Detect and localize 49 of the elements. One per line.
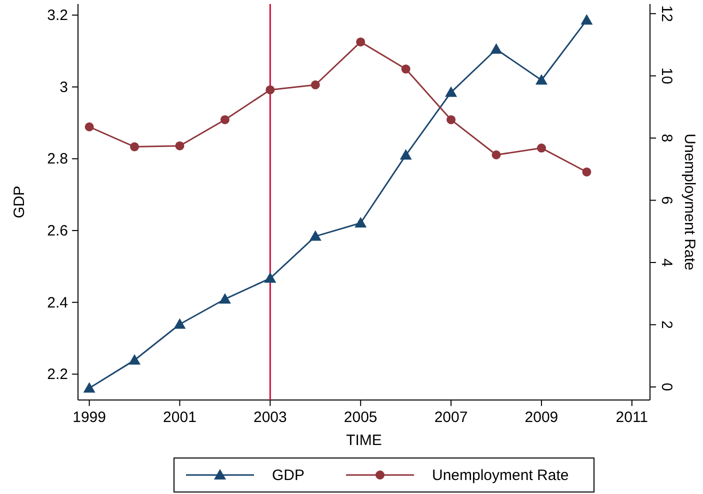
y2-tick-label: 2	[658, 320, 675, 329]
point	[174, 318, 186, 329]
point	[175, 141, 184, 150]
point	[535, 74, 548, 85]
x-tick-label: 2011	[616, 409, 648, 426]
point	[220, 115, 230, 124]
y-tick-label: 2.6	[47, 222, 68, 240]
point	[266, 85, 275, 94]
point	[582, 167, 592, 176]
x-tick-label: 2001	[163, 409, 196, 426]
point	[492, 150, 501, 160]
y-tick-label: 3	[60, 78, 68, 96]
y2-tick-label: 10	[658, 68, 675, 84]
point	[446, 115, 456, 124]
point	[400, 149, 412, 160]
x-tick-label: 1999	[72, 409, 106, 426]
y2-tick-label: 4	[658, 258, 675, 267]
y2-tick-label: 12	[658, 5, 675, 22]
y2-tick-label: 8	[658, 134, 675, 142]
y-tick-label: 2.2	[47, 366, 68, 384]
x-tick-label: 2009	[524, 409, 558, 426]
point	[310, 80, 320, 90]
point	[83, 382, 96, 393]
y-axis-title: GDP	[11, 186, 28, 218]
y-tick-label: 2.8	[47, 150, 68, 168]
y-tick-label: 2.4	[47, 294, 68, 312]
point	[84, 122, 94, 132]
point	[309, 230, 322, 241]
x-axis-title: TIME	[346, 432, 382, 449]
x-tick-label: 2003	[253, 409, 287, 426]
point	[356, 37, 366, 46]
point	[354, 217, 367, 228]
point	[490, 43, 502, 54]
x-tick-label: 2005	[344, 409, 378, 426]
point	[445, 86, 458, 97]
y-tick-label: 3.2	[47, 7, 68, 24]
y2-tick-label: 6	[658, 196, 675, 204]
point	[264, 272, 276, 283]
point	[580, 14, 593, 25]
y2-axis-title: Unemployment Rate	[681, 134, 698, 270]
point	[218, 293, 231, 304]
point	[130, 142, 140, 152]
x-tick-label: 2007	[434, 409, 468, 426]
legend-label: GDP	[272, 467, 305, 484]
point	[401, 64, 410, 74]
point	[536, 144, 546, 153]
legend-label: Unemployment Rate	[432, 467, 569, 484]
y2-tick-label: 0	[658, 382, 675, 392]
point	[128, 354, 141, 365]
